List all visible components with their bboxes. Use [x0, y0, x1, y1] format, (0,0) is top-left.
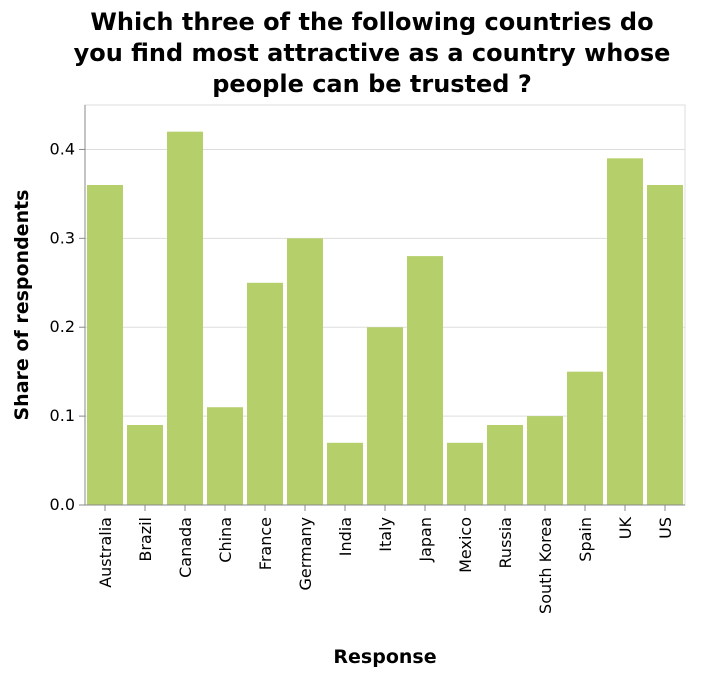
y-tick-label: 0.4 — [50, 139, 75, 158]
bar-japan — [407, 256, 443, 505]
y-axis-title: Share of respondents — [11, 190, 33, 421]
bar-germany — [287, 238, 323, 506]
chart-title-line-3: people can be trusted ? — [212, 70, 532, 98]
bar-italy — [367, 327, 403, 505]
bars — [87, 131, 683, 506]
bar-south-korea — [527, 416, 563, 505]
chart-title-line-2: you find most attractive as a country wh… — [74, 39, 671, 67]
bar-spain — [567, 371, 603, 505]
x-tick-label: India — [336, 517, 355, 556]
x-tick-label: Mexico — [456, 517, 475, 573]
bar-mexico — [447, 442, 483, 505]
x-tick-label: Italy — [376, 517, 395, 552]
chart-title-line-1: Which three of the following countries d… — [90, 8, 653, 36]
y-axis: 0.0 0.1 0.2 0.3 0.4 — [50, 105, 86, 514]
bar-india — [327, 442, 363, 505]
x-tick-label: UK — [616, 516, 635, 539]
x-tick-label: Australia — [96, 517, 115, 588]
x-tick-label: Brazil — [136, 517, 155, 562]
bar-russia — [487, 425, 523, 505]
bar-france — [247, 282, 283, 505]
x-tick-label: South Korea — [536, 517, 555, 614]
y-tick-label: 0.0 — [50, 495, 75, 514]
y-tick-label: 0.3 — [50, 228, 75, 247]
bar-brazil — [127, 425, 163, 505]
bar-uk — [607, 158, 643, 506]
x-tick-label: Japan — [416, 517, 435, 563]
bar-china — [207, 407, 243, 505]
x-tick-label: Russia — [496, 517, 515, 568]
x-tick-label: China — [216, 517, 235, 563]
y-tick-label: 0.2 — [50, 317, 75, 336]
x-tick-label: Canada — [176, 517, 195, 578]
bar-australia — [87, 185, 123, 505]
bar-canada — [167, 131, 203, 505]
chart-title: Which three of the following countries d… — [74, 8, 671, 98]
x-tick-label: US — [656, 517, 675, 539]
x-tick-label: Spain — [576, 517, 595, 562]
y-tick-label: 0.1 — [50, 406, 75, 425]
bar-us — [647, 185, 683, 505]
x-axis: Australia Brazil Canada China France Germany I… — [85, 504, 685, 614]
x-tick-label: France — [256, 517, 275, 570]
x-tick-label: Germany — [296, 517, 315, 591]
x-axis-title: Response — [333, 646, 436, 668]
